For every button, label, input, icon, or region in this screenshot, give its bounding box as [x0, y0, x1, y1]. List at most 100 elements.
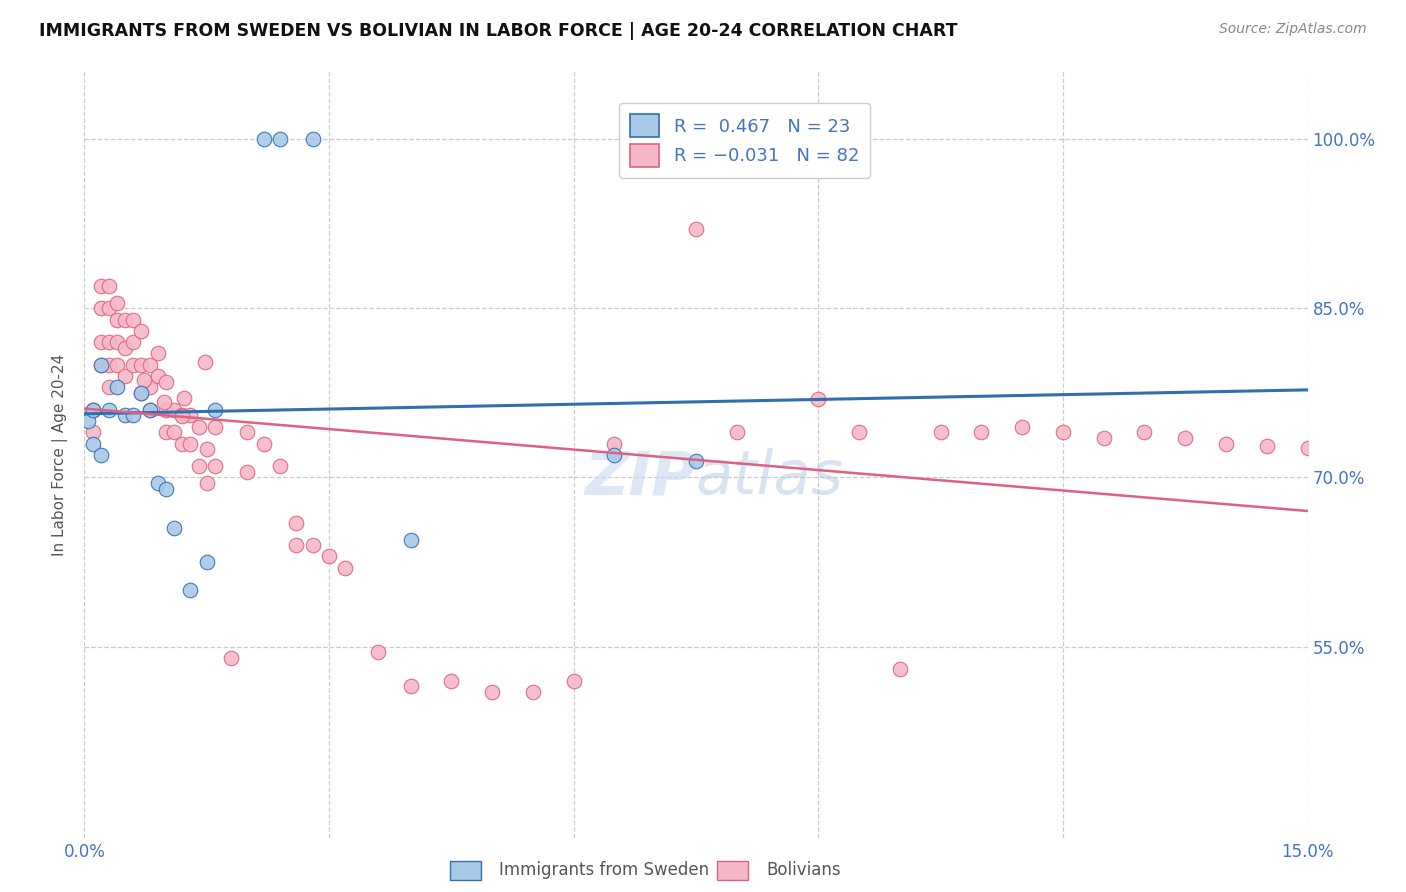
Point [155, 402, 177, 417]
Point [146, 476, 169, 491]
Point [204, 419, 226, 434]
Point [269, 459, 291, 474]
Point [138, 402, 160, 417]
Point [685, 453, 707, 467]
Point [195, 442, 218, 457]
Point [195, 555, 218, 569]
Point [82, 425, 104, 440]
Point [90, 448, 112, 462]
Point [146, 346, 169, 360]
Point [90, 278, 112, 293]
Point [285, 538, 308, 552]
Point [179, 409, 201, 423]
Point [179, 583, 201, 598]
Point [285, 516, 308, 530]
Point [173, 391, 195, 405]
Point [122, 335, 145, 350]
Point [1133, 425, 1156, 440]
Point [172, 409, 194, 423]
Point [105, 335, 128, 350]
Point [138, 358, 160, 372]
Legend: R =  0.467   N = 23, R = −0.031   N = 82: R = 0.467 N = 23, R = −0.031 N = 82 [620, 103, 870, 178]
Point [105, 380, 128, 394]
Text: IMMIGRANTS FROM SWEDEN VS BOLIVIAN IN LABOR FORCE | AGE 20-24 CORRELATION CHART: IMMIGRANTS FROM SWEDEN VS BOLIVIAN IN LA… [39, 22, 957, 40]
Point [725, 425, 748, 440]
Point [1011, 419, 1033, 434]
Point [138, 380, 160, 394]
Point [82, 436, 104, 450]
Point [82, 402, 104, 417]
Text: atlas: atlas [696, 449, 844, 508]
Point [929, 425, 952, 440]
Point [603, 436, 626, 450]
Point [194, 355, 217, 369]
Point [970, 425, 993, 440]
Point [105, 295, 128, 310]
Point [301, 132, 323, 146]
Point [889, 662, 911, 676]
Text: Source: ZipAtlas.com: Source: ZipAtlas.com [1219, 22, 1367, 37]
Point [562, 673, 585, 688]
Y-axis label: In Labor Force | Age 20-24: In Labor Force | Age 20-24 [52, 354, 69, 556]
Point [114, 409, 136, 423]
Point [685, 222, 707, 236]
Point [1256, 439, 1278, 453]
Point [90, 335, 112, 350]
Point [122, 312, 145, 326]
Point [367, 645, 389, 659]
Point [318, 549, 340, 564]
Point [122, 409, 145, 423]
Point [204, 402, 226, 417]
Point [172, 436, 194, 450]
Point [146, 368, 169, 383]
Point [1092, 431, 1115, 445]
Point [253, 132, 276, 146]
Point [399, 533, 422, 547]
Point [269, 132, 291, 146]
Point [155, 375, 177, 389]
Point [163, 521, 186, 535]
Point [1215, 436, 1237, 450]
Point [155, 425, 177, 440]
Point [97, 358, 120, 372]
Point [1296, 441, 1319, 455]
Point [90, 358, 112, 372]
Point [82, 402, 104, 417]
Point [481, 685, 503, 699]
Point [1174, 431, 1197, 445]
Point [522, 685, 544, 699]
Point [131, 385, 153, 400]
Point [131, 358, 153, 372]
Point [195, 476, 218, 491]
Point [138, 402, 160, 417]
Point [97, 278, 120, 293]
Point [179, 436, 201, 450]
Point [848, 425, 870, 440]
Point [219, 651, 242, 665]
Point [97, 380, 120, 394]
Point [97, 301, 120, 316]
Point [90, 358, 112, 372]
Point [204, 459, 226, 474]
Point [132, 373, 155, 387]
Point [163, 402, 186, 417]
Point [97, 335, 120, 350]
Point [253, 436, 276, 450]
Point [1052, 425, 1074, 440]
Point [131, 385, 153, 400]
Text: ZIP: ZIP [583, 449, 696, 508]
Point [105, 312, 128, 326]
Point [807, 392, 830, 406]
Point [155, 482, 177, 496]
Point [335, 560, 357, 574]
Point [122, 358, 145, 372]
Point [187, 459, 209, 474]
Point [97, 402, 120, 417]
Point [440, 673, 463, 688]
Point [77, 414, 100, 428]
Point [114, 368, 136, 383]
Point [163, 425, 186, 440]
Text: Bolivians: Bolivians [766, 861, 841, 879]
Point [114, 312, 136, 326]
Point [131, 324, 153, 338]
